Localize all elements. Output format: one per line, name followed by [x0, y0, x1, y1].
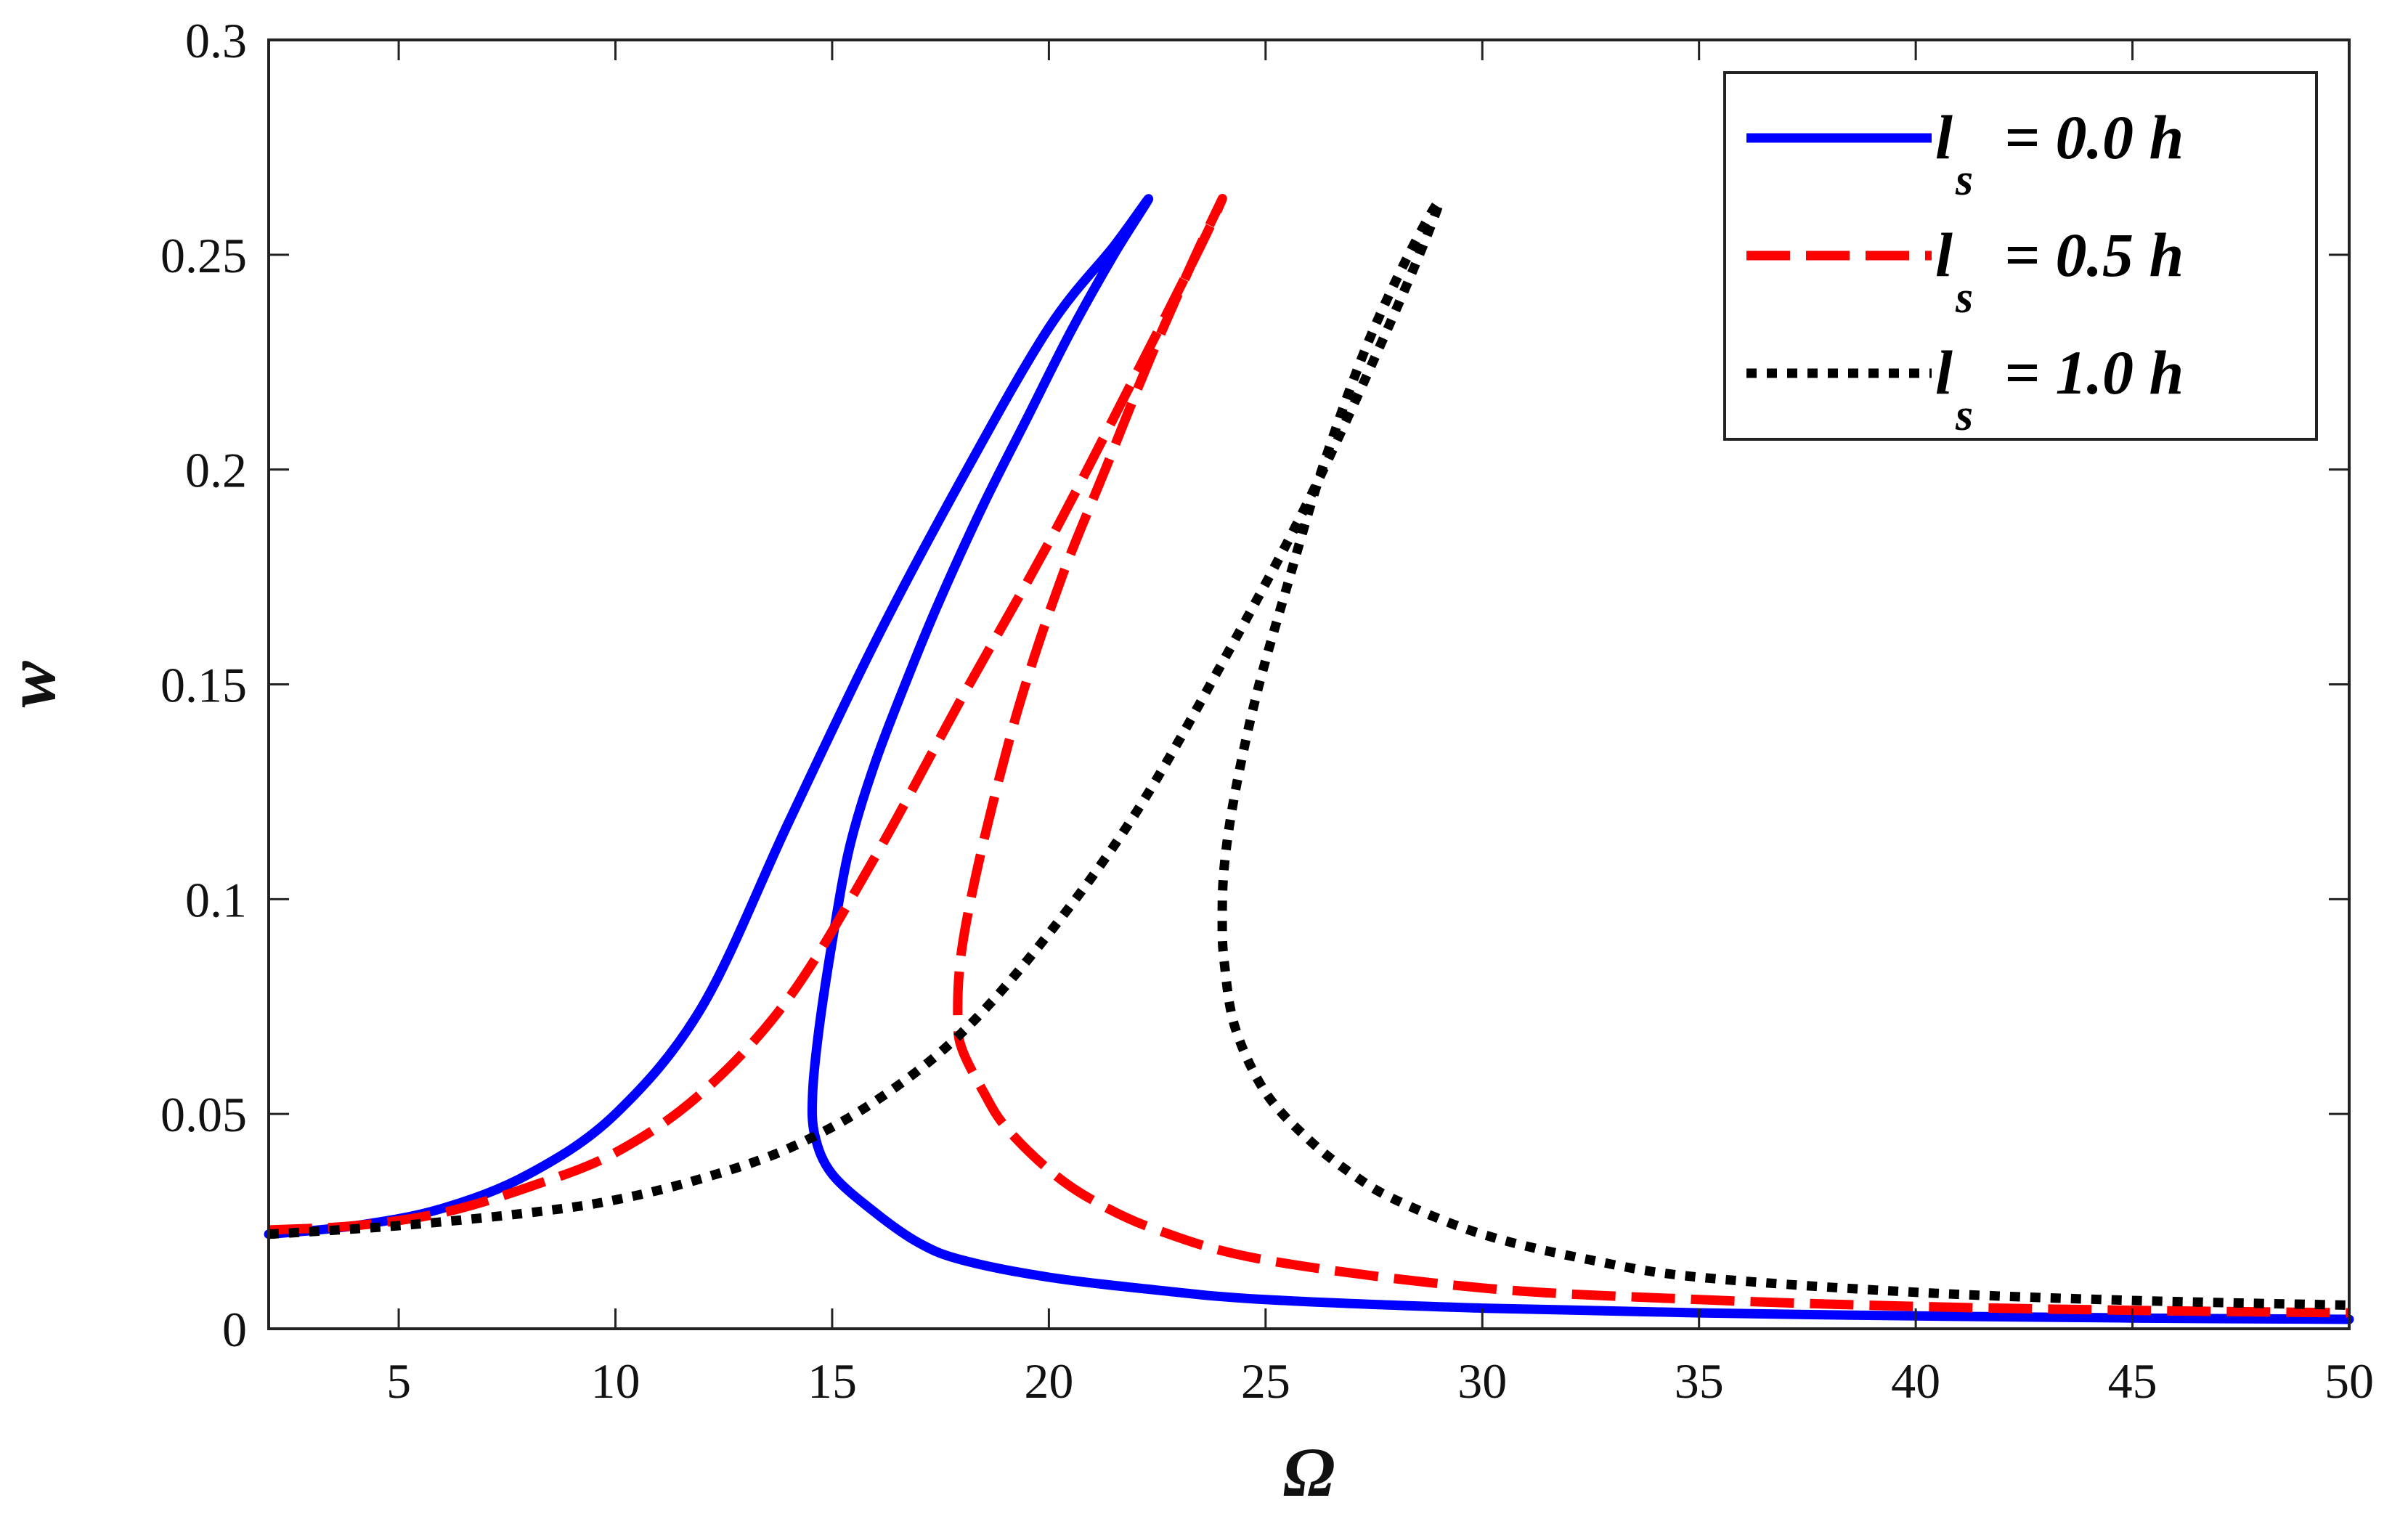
series-layer	[264, 194, 2354, 1324]
y-tick-label: 0.3	[185, 13, 247, 68]
y-tick-label: 0	[222, 1302, 247, 1357]
x-tick-label: 10	[591, 1353, 640, 1409]
y-tick-label: 0.25	[160, 228, 247, 283]
y-tick-label: 0.05	[160, 1087, 247, 1142]
x-tick-label: 40	[1891, 1353, 1940, 1409]
x-tick-label: 35	[1675, 1353, 1724, 1409]
legend-label-tail: = 1.0 h	[2004, 338, 2184, 407]
x-tick-label: 45	[2108, 1353, 2157, 1409]
legend-label-main: l	[1935, 220, 1953, 290]
series-line-1	[264, 194, 2354, 1324]
x-tick-label: 50	[2324, 1353, 2374, 1409]
ticks-layer: 5 10 15 20 25 30 35 40 45 50 0 0.05 0.1 0.15 0.2 0.25 0.…	[160, 13, 2374, 1409]
legend-label-sub: s	[1955, 391, 1973, 440]
legend-label-sub: s	[1955, 273, 1973, 322]
x-tick-label: 20	[1024, 1353, 1073, 1409]
legend: ls= 0.0 hls= 0.5 hls= 1.0 h	[1723, 71, 2318, 441]
y-tick-label: 0.2	[185, 443, 247, 498]
x-tick-label: 5	[386, 1353, 411, 1409]
y-tick-label: 0.15	[160, 658, 247, 713]
y-tick-label: 0.1	[185, 872, 247, 927]
legend-label-tail: = 0.0 h	[2004, 102, 2184, 172]
legend-label-main: l	[1935, 102, 1953, 172]
x-tick-label: 15	[808, 1353, 857, 1409]
x-tick-label: 30	[1457, 1353, 1507, 1409]
legend-label-tail: = 0.5 h	[2004, 220, 2184, 290]
y-axis-label: w	[0, 661, 70, 708]
series-line-2	[268, 194, 2350, 1318]
legend-label-main: l	[1935, 338, 1953, 407]
x-axis-label: Ω	[1283, 1433, 1335, 1511]
legend-label-sub: s	[1955, 155, 1973, 205]
x-tick-label: 25	[1241, 1353, 1290, 1409]
